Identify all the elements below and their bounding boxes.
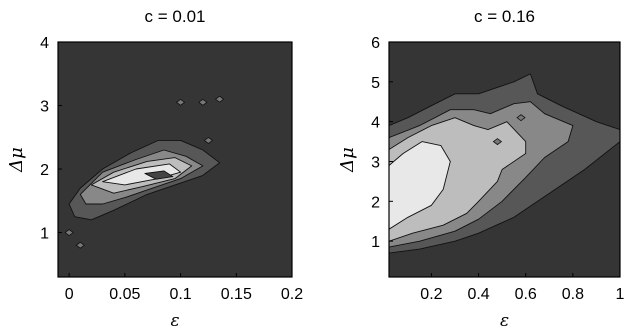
y-axis-label: Δμ [337, 147, 358, 173]
y-tick-label: 3 [40, 99, 49, 116]
contour-island [198, 98, 208, 106]
y-tick-label: 2 [371, 194, 380, 211]
y-tick-label: 1 [371, 234, 380, 251]
contour-panel-left: 0 0.05 0.1 0.15 0.2 1 2 3 4 c = 0.01 ε Δμ [6, 7, 303, 331]
contour-island [175, 98, 186, 106]
contour-level-5 [144, 170, 174, 180]
contour-island [203, 136, 214, 144]
contour-level-4 [102, 163, 182, 186]
x-tick-label: 0 [65, 286, 74, 303]
chart-title: c = 0.01 [145, 7, 206, 26]
contour-area [389, 73, 620, 254]
x-tick-label: 0.4 [467, 286, 489, 303]
plot-frame [57, 41, 293, 278]
contour-island [492, 138, 503, 146]
chart-title: c = 0.16 [474, 7, 535, 26]
x-axis-label: ε [500, 311, 509, 331]
x-tick-label: 0.2 [281, 286, 303, 303]
x-tick-label: 0.8 [562, 286, 584, 303]
contour-area [64, 95, 225, 249]
contour-panel-right: 0.2 0.4 0.6 0.8 1 1 2 3 4 5 6 c = 0.16 ε Δμ [337, 7, 625, 331]
x-tick-label: 0.6 [515, 286, 537, 303]
x-tick-label: 0.15 [221, 286, 252, 303]
y-tick-label: 5 [371, 75, 380, 92]
y-axis-label: Δμ [6, 147, 27, 173]
y-tick-label: 2 [40, 162, 49, 179]
contour-island [516, 114, 526, 122]
y-tick-label: 1 [40, 226, 49, 243]
plot-frame [388, 41, 621, 278]
x-tick-label: 0.2 [420, 286, 442, 303]
y-tick-label: 4 [40, 35, 49, 52]
contour-level-4 [389, 141, 451, 230]
contour-island [214, 95, 225, 103]
x-tick-label: 1 [616, 286, 625, 303]
contour-island [75, 241, 85, 249]
y-tick-label: 3 [371, 154, 380, 171]
x-tick-label: 0.1 [169, 286, 191, 303]
x-axis-label: ε [170, 311, 179, 331]
y-tick-label: 6 [371, 35, 380, 52]
contour-island [64, 229, 74, 237]
x-tick-label: 0.05 [109, 286, 140, 303]
y-tick-label: 4 [371, 115, 380, 132]
